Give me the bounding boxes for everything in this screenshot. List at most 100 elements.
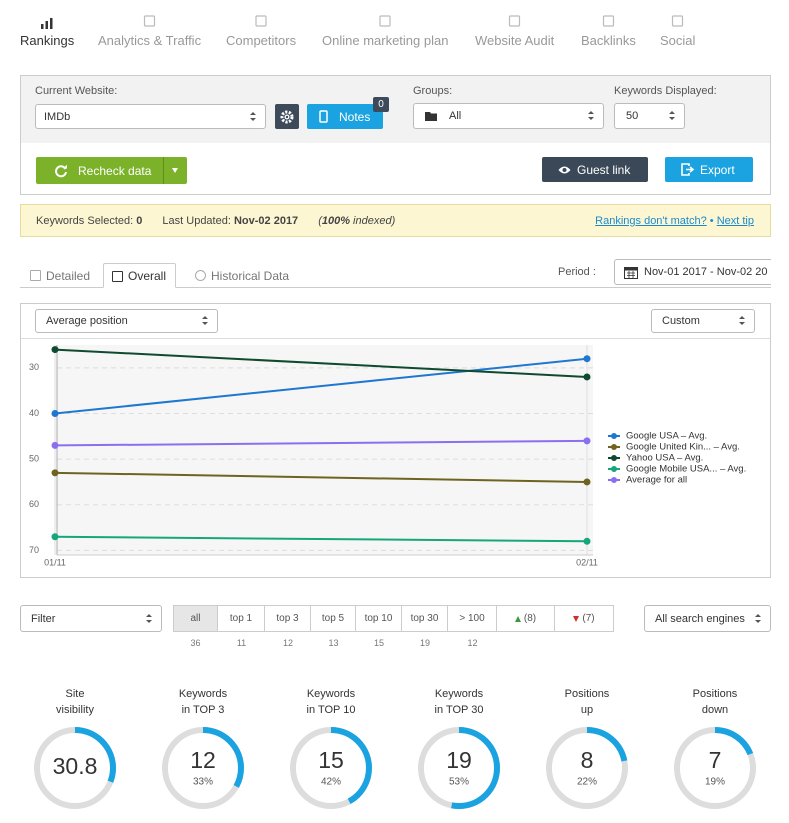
filter-button[interactable]: top 1 bbox=[218, 605, 265, 632]
stat-value: 12 bbox=[190, 747, 216, 773]
nav-tab[interactable]: Online marketing plan bbox=[322, 33, 449, 48]
filter-count: 12 bbox=[467, 638, 478, 648]
stat-value: 7 bbox=[709, 747, 722, 773]
gauge-track bbox=[34, 727, 116, 809]
separator: • bbox=[709, 215, 714, 227]
groups-label: Groups: bbox=[413, 85, 453, 97]
stat-title: Positions bbox=[565, 688, 610, 700]
gauge-track bbox=[674, 727, 756, 809]
nav-tab[interactable]: Social bbox=[660, 33, 696, 48]
stat-value: 30.8 bbox=[53, 753, 98, 779]
filter-button[interactable]: top 5 bbox=[311, 605, 356, 632]
nav-icon bbox=[508, 15, 521, 27]
stat-title: Keywords bbox=[435, 688, 484, 700]
gauge-track bbox=[418, 727, 500, 809]
guest-link-label: Guest link bbox=[577, 162, 631, 177]
stat-title: in TOP 10 bbox=[307, 704, 356, 716]
nav-icon bbox=[45, 21, 48, 29]
stat-title: Site bbox=[66, 688, 85, 700]
stat-title: Keywords bbox=[307, 688, 356, 700]
filter-count: 15 bbox=[373, 638, 384, 648]
filter-label: top 1 bbox=[229, 613, 253, 624]
notice-bar: Keywords Selected: 0 Last Updated: Nov-02… bbox=[20, 204, 771, 237]
tip-link[interactable]: Next tip bbox=[716, 215, 754, 227]
arrow-icon bbox=[514, 615, 521, 622]
groups-select[interactable]: All bbox=[413, 103, 604, 129]
filter-button[interactable]: all bbox=[173, 605, 218, 632]
gauge-track bbox=[162, 727, 244, 809]
folder-icon bbox=[425, 112, 437, 121]
filter-button[interactable]: (7) bbox=[555, 605, 614, 632]
export-button[interactable]: Export bbox=[665, 157, 753, 182]
view-tab-label: Overall bbox=[128, 268, 167, 283]
range-select[interactable]: Custom bbox=[651, 309, 755, 333]
metric-value: Average position bbox=[46, 315, 128, 327]
view-tab-icon bbox=[195, 270, 206, 281]
guest-link-button[interactable]: Guest link bbox=[542, 157, 648, 182]
view-tab[interactable]: Historical Data bbox=[187, 263, 297, 288]
nav-icon bbox=[255, 15, 267, 27]
tabs-rule bbox=[20, 287, 771, 288]
keywords-label: Keywords Displayed: bbox=[614, 85, 717, 97]
nav-tab[interactable]: Competitors bbox=[226, 33, 297, 48]
filter-value: Filter bbox=[31, 612, 56, 625]
stat-percent: 22% bbox=[577, 777, 597, 788]
engines-value: All search engines bbox=[655, 612, 745, 625]
engines-select[interactable]: All search engines bbox=[644, 605, 771, 632]
export-label: Export bbox=[700, 162, 735, 177]
mismatch-link[interactable]: Rankings don't match? bbox=[595, 215, 707, 227]
view-tab[interactable]: Detailed bbox=[22, 263, 98, 288]
filter-count: 12 bbox=[282, 638, 293, 648]
stat-value: 15 bbox=[318, 747, 344, 773]
keywords-value: 50 bbox=[626, 110, 639, 122]
indexed-value: 100% bbox=[321, 215, 350, 227]
filter-count: 13 bbox=[328, 638, 339, 648]
website-label: Current Website: bbox=[35, 85, 118, 97]
nav-tab[interactable]: Analytics & Traffic bbox=[98, 33, 202, 48]
period-value: Nov-01 2017 - Nov-02 20 bbox=[644, 266, 768, 278]
filter-button[interactable]: > 100 bbox=[448, 605, 497, 632]
notes-badge: 0 bbox=[373, 97, 389, 112]
stat-title: in TOP 3 bbox=[182, 704, 225, 716]
range-value: Custom bbox=[662, 315, 700, 327]
chart-header-rule bbox=[21, 338, 770, 339]
recheck-button[interactable]: Recheck data bbox=[36, 157, 187, 184]
filter-button[interactable]: top 10 bbox=[356, 605, 402, 632]
stat-value: 19 bbox=[446, 747, 472, 773]
nav-tab[interactable]: Rankings bbox=[20, 33, 75, 48]
selected-label: Keywords Selected: bbox=[36, 215, 134, 227]
view-tab-icon bbox=[30, 270, 41, 281]
nav-tab[interactable]: Website Audit bbox=[475, 33, 555, 48]
indexed-rest: indexed) bbox=[350, 215, 396, 227]
chart-panel bbox=[20, 303, 771, 578]
website-value: IMDb bbox=[44, 110, 71, 123]
metric-select[interactable]: Average position bbox=[35, 309, 218, 333]
period-picker[interactable]: Nov-01 2017 - Nov-02 20 bbox=[614, 259, 771, 285]
notes-button[interactable]: Notes bbox=[307, 104, 383, 129]
gauge-track bbox=[546, 727, 628, 809]
filter-button[interactable]: (8) bbox=[497, 605, 555, 632]
filter-button[interactable]: top 3 bbox=[265, 605, 311, 632]
filter-button[interactable]: top 30 bbox=[402, 605, 448, 632]
indexed-open: ( bbox=[318, 215, 322, 227]
calendar-icon bbox=[624, 266, 638, 279]
view-tab[interactable]: Overall bbox=[103, 263, 176, 288]
arrow-icon bbox=[573, 615, 580, 622]
website-select[interactable]: IMDb bbox=[35, 104, 266, 129]
filter-select[interactable]: Filter bbox=[20, 605, 162, 632]
settings-button[interactable] bbox=[275, 104, 299, 129]
stat-percent: 42% bbox=[321, 777, 341, 788]
filter-count: 19 bbox=[419, 638, 430, 648]
filter-label: top 5 bbox=[321, 613, 345, 624]
filter-label: top 30 bbox=[410, 613, 439, 624]
keywords-select[interactable]: 50 bbox=[614, 103, 685, 129]
gauge-arc bbox=[674, 727, 756, 809]
groups-value: All bbox=[449, 110, 462, 122]
notes-label: Notes bbox=[339, 109, 371, 124]
gauge-arc bbox=[34, 727, 116, 809]
nav-tab[interactable]: Backlinks bbox=[581, 33, 636, 48]
dropdown-caret bbox=[172, 168, 178, 173]
view-tab-label: Historical Data bbox=[211, 268, 290, 283]
stat-percent: 33% bbox=[193, 777, 213, 788]
gauge-arc bbox=[162, 727, 244, 809]
